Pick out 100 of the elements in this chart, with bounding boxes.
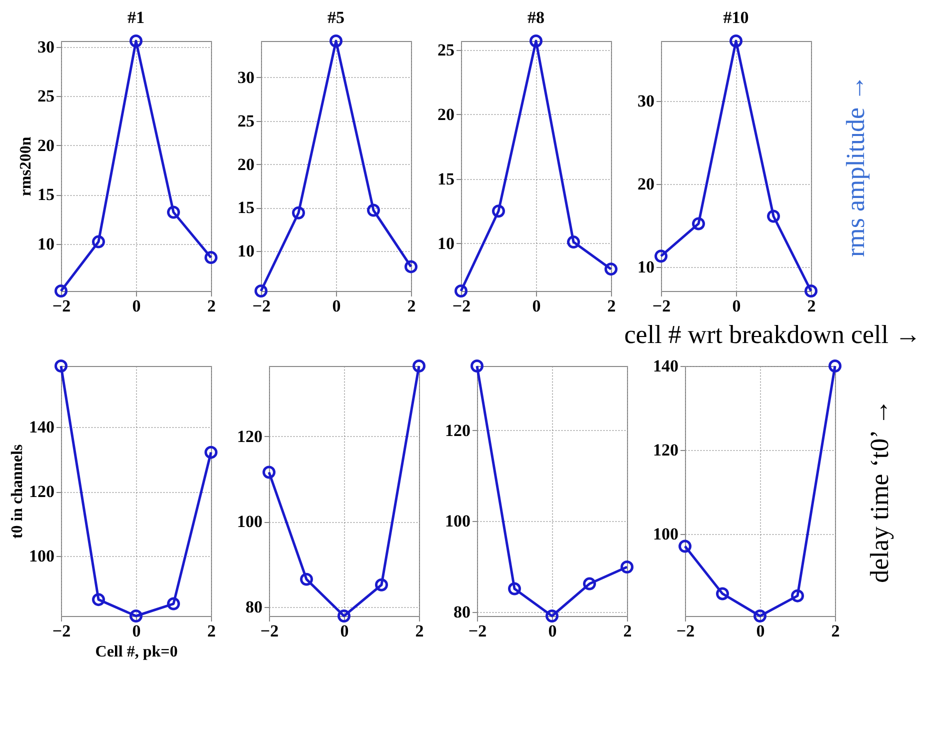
x-tick-label: 0 <box>132 296 141 316</box>
y-tick-label: 30 <box>238 68 254 87</box>
point <box>262 466 276 479</box>
point <box>754 610 766 622</box>
x-tick-label: 0 <box>732 296 741 316</box>
point <box>54 284 68 298</box>
y-tick-label: 100 <box>237 512 262 532</box>
point <box>716 587 729 600</box>
chart-title: #5 <box>328 8 344 27</box>
y-tick-label: 30 <box>638 91 654 110</box>
y-tick-label: 80 <box>246 598 262 617</box>
x-tick-label: 0 <box>332 296 341 316</box>
y-tick-label: 25 <box>438 40 454 60</box>
y-tick-label: 10 <box>38 234 54 254</box>
x-tick-label: −2 <box>676 622 695 640</box>
point <box>92 593 105 606</box>
y-tick-label: 10 <box>238 242 254 261</box>
point <box>130 34 142 48</box>
y-tick-label: 15 <box>38 185 54 204</box>
y-tick-label: 20 <box>238 154 254 174</box>
x-tick-label: −2 <box>652 296 671 316</box>
point <box>620 560 634 574</box>
x-tick-label: −2 <box>52 622 71 640</box>
x-axis-title: Cell #, pk=0 <box>95 644 178 660</box>
point <box>654 250 668 263</box>
y-tick-label: 120 <box>29 482 54 502</box>
y-tick-label: 10 <box>438 234 454 253</box>
point <box>130 610 142 622</box>
point <box>567 236 580 249</box>
point <box>583 577 596 590</box>
point <box>604 262 618 276</box>
y-tick-label: 25 <box>238 111 254 130</box>
point <box>300 572 313 586</box>
point <box>470 360 484 372</box>
point <box>791 589 804 602</box>
point <box>204 446 218 459</box>
x-tick-label: −2 <box>260 622 279 640</box>
x-tick-label: 0 <box>340 622 349 640</box>
point <box>292 206 305 220</box>
point <box>767 210 780 223</box>
x-tick-label: 0 <box>132 622 141 640</box>
text: cell # wrt breakdown cell → <box>624 320 921 349</box>
x-tick-label: 0 <box>756 622 765 640</box>
x-tick-label: 2 <box>831 622 840 640</box>
y-tick-label: 100 <box>29 546 54 566</box>
x-tick-label: 2 <box>407 296 416 316</box>
x-tick-label: 0 <box>532 296 541 316</box>
x-tick-label: −2 <box>452 296 471 316</box>
point <box>254 284 268 298</box>
point <box>678 540 692 553</box>
point <box>330 34 342 48</box>
point <box>530 34 542 48</box>
point <box>730 34 742 48</box>
point <box>546 610 558 622</box>
y-tick-label: 120 <box>237 426 262 446</box>
y-tick-label: 15 <box>238 198 254 218</box>
point <box>454 284 468 298</box>
x-tick-label: −2 <box>468 622 487 640</box>
point <box>167 206 180 219</box>
y-tick-label: 10 <box>638 257 654 276</box>
y-axis-title: t0 in channels <box>9 444 26 539</box>
point <box>338 610 350 622</box>
x-tick-label: −2 <box>252 296 271 316</box>
point <box>412 360 426 372</box>
point <box>404 260 418 274</box>
point <box>54 360 68 372</box>
x-tick-label: 2 <box>607 296 616 316</box>
x-tick-label: −2 <box>52 296 71 316</box>
point <box>204 251 218 264</box>
point <box>167 597 180 610</box>
y-tick-label: 20 <box>38 136 54 155</box>
chart-title: #1 <box>128 8 144 27</box>
y-tick-label: 100 <box>653 524 678 544</box>
y-tick-label: 25 <box>38 86 54 106</box>
x-tick-label: 2 <box>207 622 216 640</box>
x-tick-label: 2 <box>623 622 632 640</box>
x-tick-label: 2 <box>807 296 816 316</box>
y-tick-label: 140 <box>29 418 54 437</box>
point <box>508 582 521 596</box>
x-tick-label: 0 <box>548 622 557 640</box>
text: rms amplitude → <box>841 75 870 257</box>
point <box>804 284 818 298</box>
text: delay time ‘t0’ → <box>865 399 894 583</box>
y-tick-label: 30 <box>38 37 54 56</box>
y-tick-label: 15 <box>438 169 454 188</box>
point <box>828 360 842 372</box>
y-tick-label: 20 <box>638 174 654 194</box>
point <box>375 578 388 592</box>
y-tick-label: 80 <box>454 602 470 622</box>
y-axis-title: rms200n <box>18 136 34 196</box>
y-tick-label: 120 <box>653 440 678 460</box>
point <box>492 204 505 218</box>
chart-title: #8 <box>528 8 544 27</box>
y-tick-label: 120 <box>445 420 470 440</box>
point <box>692 217 705 230</box>
y-tick-label: 100 <box>445 512 470 531</box>
x-tick-label: 2 <box>415 622 424 640</box>
point <box>367 204 380 217</box>
chart-title: #10 <box>723 8 749 27</box>
point <box>92 235 105 248</box>
